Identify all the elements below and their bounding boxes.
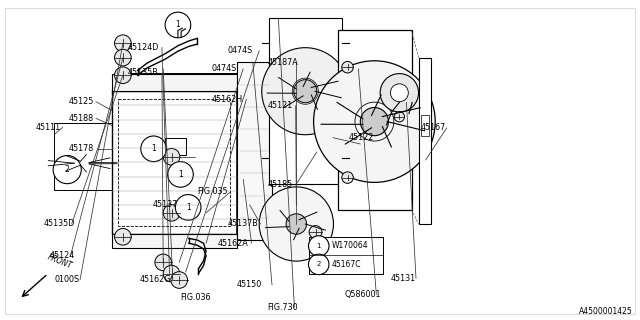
Text: Q586001: Q586001 <box>344 290 381 299</box>
Circle shape <box>141 136 166 162</box>
Text: 45162G: 45162G <box>140 276 171 284</box>
Polygon shape <box>237 74 256 234</box>
Text: 45150: 45150 <box>237 280 262 289</box>
Text: 45187A: 45187A <box>268 58 298 67</box>
Text: FIG.036: FIG.036 <box>180 293 211 302</box>
Bar <box>309 237 383 274</box>
Circle shape <box>390 84 408 102</box>
Text: 1: 1 <box>175 20 180 29</box>
Circle shape <box>380 74 419 112</box>
Text: 0474S: 0474S <box>211 64 236 73</box>
Text: W170064: W170064 <box>332 242 368 251</box>
Text: 45124: 45124 <box>49 252 74 260</box>
Text: 45122: 45122 <box>349 133 374 142</box>
Circle shape <box>314 61 435 182</box>
Text: 45124D: 45124D <box>128 43 159 52</box>
Text: 1: 1 <box>186 203 191 212</box>
Text: 2: 2 <box>65 165 70 174</box>
Bar <box>421 115 429 136</box>
Circle shape <box>155 254 172 271</box>
Text: 45178: 45178 <box>68 144 93 153</box>
Text: 45185: 45185 <box>268 180 292 189</box>
Text: 45162A: 45162A <box>218 239 248 248</box>
Bar <box>237 62 272 240</box>
Text: 2: 2 <box>317 261 321 268</box>
Text: 1: 1 <box>178 170 183 179</box>
Text: 45131: 45131 <box>390 274 415 283</box>
Circle shape <box>175 195 201 220</box>
Circle shape <box>394 112 404 122</box>
Text: 45162H: 45162H <box>211 95 243 104</box>
Circle shape <box>308 254 329 275</box>
Circle shape <box>259 187 333 261</box>
Bar <box>112 234 237 248</box>
Text: 0474S: 0474S <box>227 46 252 55</box>
Circle shape <box>309 226 322 238</box>
Text: 45111: 45111 <box>35 123 60 132</box>
Circle shape <box>308 236 329 256</box>
Bar <box>118 99 230 226</box>
Text: 0100S: 0100S <box>54 276 79 284</box>
Text: FIG.730: FIG.730 <box>268 303 298 312</box>
Bar <box>419 58 431 224</box>
Text: 45135B: 45135B <box>128 68 159 77</box>
Text: 45137: 45137 <box>152 200 177 209</box>
Circle shape <box>115 67 131 84</box>
Circle shape <box>342 172 353 183</box>
Text: FRONT: FRONT <box>46 252 74 270</box>
Bar <box>54 123 112 190</box>
Bar <box>165 138 186 155</box>
Text: FIG.035: FIG.035 <box>197 188 228 196</box>
Text: 45125: 45125 <box>68 97 94 106</box>
Circle shape <box>294 80 317 103</box>
Circle shape <box>163 265 180 282</box>
Bar <box>112 74 237 91</box>
Text: 1: 1 <box>151 144 156 153</box>
Bar <box>269 18 342 184</box>
Text: 45167C: 45167C <box>332 260 361 269</box>
Circle shape <box>168 162 193 187</box>
Bar <box>338 30 412 210</box>
Circle shape <box>286 214 307 234</box>
Circle shape <box>115 228 131 245</box>
Circle shape <box>115 35 131 52</box>
Circle shape <box>360 108 388 136</box>
Text: 1: 1 <box>316 243 321 249</box>
Text: 45137B: 45137B <box>227 220 258 228</box>
Circle shape <box>342 61 353 73</box>
Bar <box>112 91 237 234</box>
Circle shape <box>115 49 131 66</box>
Circle shape <box>171 272 188 288</box>
Text: 45188: 45188 <box>68 114 93 123</box>
Circle shape <box>165 12 191 38</box>
Circle shape <box>53 156 81 184</box>
Circle shape <box>163 204 180 221</box>
Text: A4500001425: A4500001425 <box>579 307 632 316</box>
Text: 45167: 45167 <box>421 124 446 132</box>
Polygon shape <box>112 74 256 91</box>
Circle shape <box>262 48 349 135</box>
Circle shape <box>163 148 180 165</box>
Text: 45121: 45121 <box>268 101 292 110</box>
Text: 45135D: 45135D <box>44 220 75 228</box>
